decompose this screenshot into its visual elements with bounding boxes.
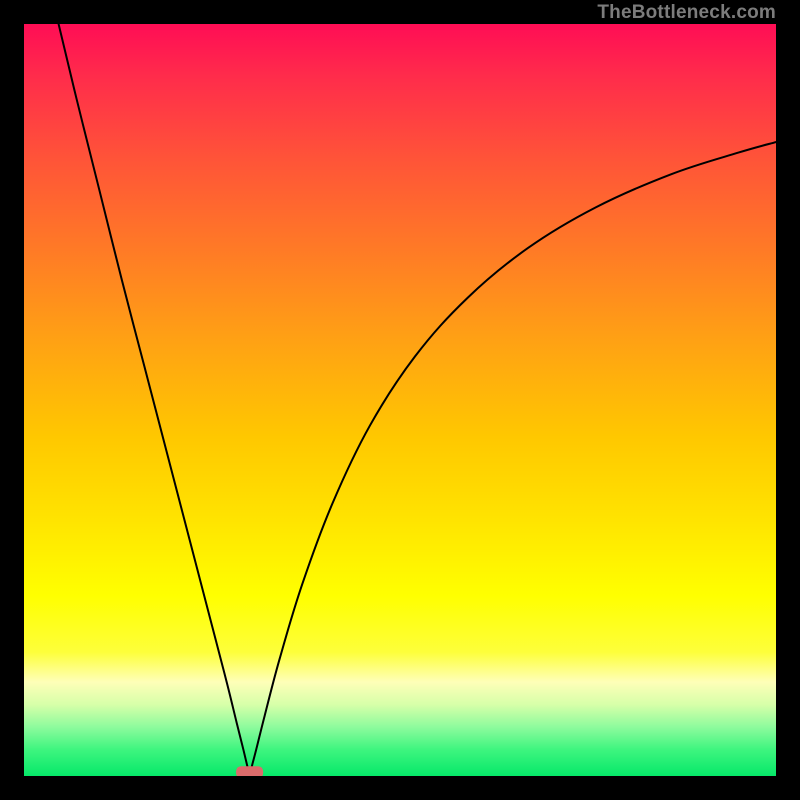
minimum-marker	[236, 766, 263, 776]
plot-area	[24, 24, 776, 776]
curve-layer	[24, 24, 776, 776]
bottleneck-curve	[59, 24, 776, 776]
watermark-text: TheBottleneck.com	[597, 2, 776, 24]
chart-container: TheBottleneck.com	[0, 0, 800, 800]
